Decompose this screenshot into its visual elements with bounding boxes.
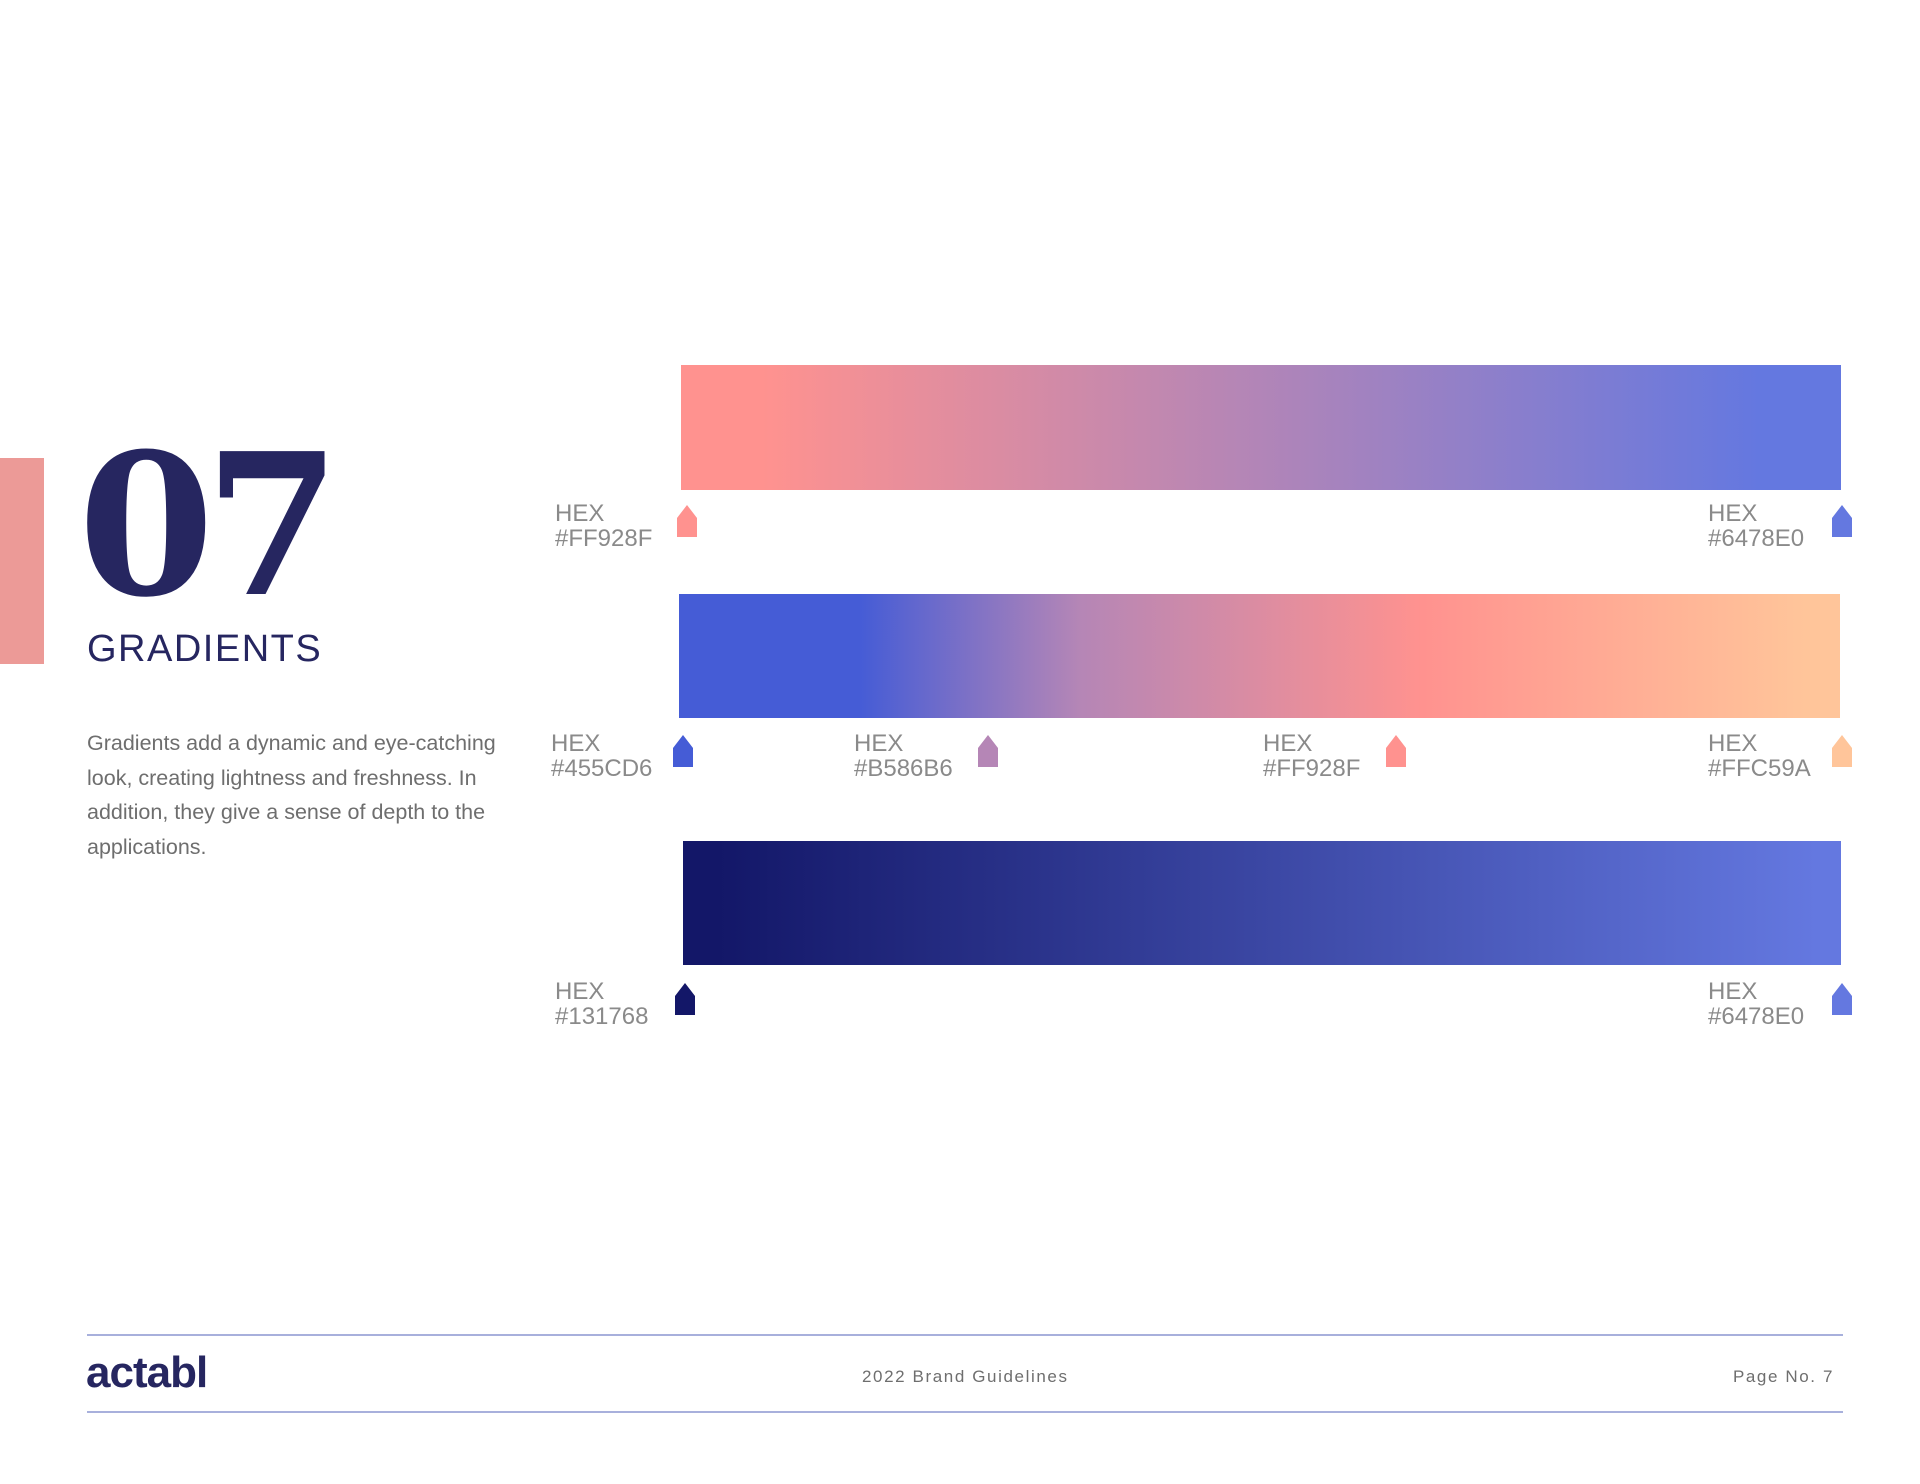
gradient-2-stop-3-label: HEX #FF928F	[1263, 730, 1361, 782]
hex-caption: HEX	[555, 978, 605, 1005]
color-stop-marker-icon	[978, 735, 998, 767]
hex-value: #6478E0	[1708, 524, 1805, 552]
section-number: 07	[78, 411, 341, 641]
gradient-bar-1	[681, 365, 1841, 490]
section-description: Gradients add a dynamic and eye-catching…	[87, 731, 496, 859]
hex-caption: HEX	[551, 730, 601, 757]
footer-bottom-rule	[87, 1411, 1843, 1413]
gradient-3-stop-2-label: HEX #6478E0	[1708, 978, 1805, 1030]
color-stop-marker-icon	[1832, 983, 1852, 1015]
footer-top-rule	[87, 1334, 1843, 1336]
footer-document-title: 2022 Brand Guidelines	[862, 1367, 1069, 1386]
hex-value: #FFC59A	[1708, 754, 1811, 782]
hex-caption: HEX	[1708, 978, 1758, 1005]
color-stop-marker-icon	[673, 735, 693, 767]
hex-caption: HEX	[1708, 730, 1758, 757]
hex-value: #FF928F	[555, 524, 653, 552]
gradient-1-stop-2-label: HEX #6478E0	[1708, 500, 1805, 552]
gradient-1-stop-1-label: HEX #FF928F	[555, 500, 653, 552]
color-stop-marker-icon	[1832, 735, 1852, 767]
hex-value: #131768	[555, 1002, 649, 1030]
footer-page-number: Page No. 7	[1732, 1367, 1834, 1386]
hex-value: #B586B6	[854, 754, 953, 782]
color-stop-marker-icon	[1832, 505, 1852, 537]
gradient-3-stop-1-label: HEX #131768	[555, 978, 649, 1030]
hex-value: #FF928F	[1263, 754, 1361, 782]
hex-value: #455CD6	[551, 754, 653, 782]
gradient-2-stop-1-label: HEX #455CD6	[551, 730, 653, 782]
actabl-logo: actabl	[86, 1348, 208, 1397]
hex-value: #6478E0	[1708, 1002, 1805, 1030]
color-stop-marker-icon	[1386, 735, 1406, 767]
gradient-2-stop-2-label: HEX #B586B6	[854, 730, 953, 782]
gradient-bar-2	[679, 594, 1840, 718]
hex-caption: HEX	[555, 500, 605, 527]
hex-caption: HEX	[1708, 500, 1758, 527]
gradient-bar-3	[683, 841, 1841, 965]
color-stop-marker-icon	[675, 983, 695, 1015]
hex-caption: HEX	[854, 730, 904, 757]
hex-caption: HEX	[1263, 730, 1313, 757]
section-title: GRADIENTS	[87, 628, 323, 670]
section-accent-bar	[0, 458, 44, 664]
color-stop-marker-icon	[677, 505, 697, 537]
gradient-2-stop-4-label: HEX #FFC59A	[1708, 730, 1811, 782]
